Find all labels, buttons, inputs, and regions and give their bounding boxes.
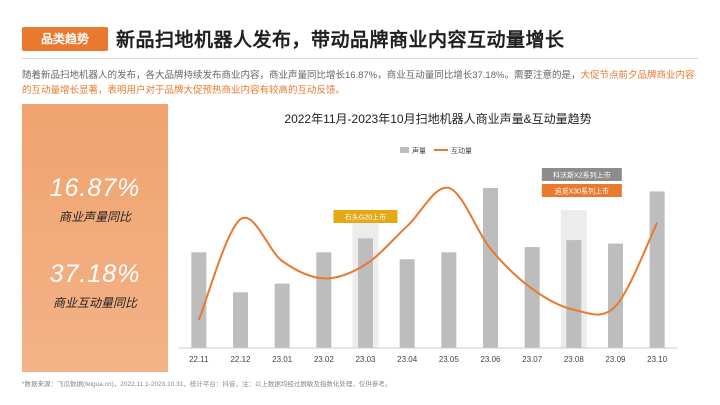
kpi-value-volume: 16.87% bbox=[49, 174, 141, 202]
x-tick-label: 23.01 bbox=[272, 355, 293, 364]
kpi-label-volume: 商业声量同比 bbox=[58, 210, 131, 224]
x-tick-label: 22.11 bbox=[189, 355, 209, 364]
bar bbox=[316, 252, 332, 348]
bar bbox=[441, 252, 457, 348]
bar bbox=[399, 259, 415, 348]
bar bbox=[274, 283, 290, 348]
legend-label-volume: 声量 bbox=[412, 146, 426, 155]
x-tick-label: 23.05 bbox=[439, 355, 460, 364]
x-tick-label: 23.09 bbox=[605, 355, 626, 364]
x-tick-label: 23.04 bbox=[397, 355, 418, 364]
intro-highlight: 大促节点前夕品牌商业内容的互动量增长显著，表明用户对于品牌大促预热商业内容有较高… bbox=[22, 70, 695, 96]
trend-chart: 2022年11月-2023年10月扫地机器人商业声量&互动量趋势 22.11 22… bbox=[178, 104, 698, 376]
data-source-footnote: *数据来源：飞瓜数据(feigua.cn)，2022.11.1-2023.10.… bbox=[22, 381, 392, 388]
kpi-label-interaction: 商业互动量同比 bbox=[52, 296, 137, 310]
bar bbox=[608, 243, 623, 348]
page-title: 新品扫地机器人发布，带动品牌商业内容互动量增长 bbox=[116, 30, 565, 51]
header-bar: 品类趋势 新品扫地机器人发布，带动品牌商业内容互动量增长 bbox=[0, 0, 720, 58]
annotation-label: 科沃斯X2系列上市 bbox=[553, 171, 611, 180]
annotation-label: 石头G20上市 bbox=[345, 213, 386, 222]
x-tick-label: 23.03 bbox=[355, 355, 376, 364]
title-divider bbox=[22, 58, 698, 59]
bar bbox=[483, 187, 498, 348]
bar bbox=[649, 191, 665, 348]
interaction-line bbox=[197, 186, 659, 321]
legend-swatch-volume bbox=[400, 147, 409, 153]
annotation-box bbox=[333, 210, 398, 223]
bar bbox=[191, 252, 207, 348]
x-tick-label: 23.02 bbox=[314, 355, 335, 364]
x-tick-label: 22.12 bbox=[230, 355, 251, 364]
kpi-value-interaction: 37.18% bbox=[49, 260, 141, 288]
legend-label-interaction: 互动量 bbox=[451, 146, 472, 155]
annotation-label: 追觅X30系列上市 bbox=[555, 187, 609, 196]
bar bbox=[233, 292, 248, 348]
annotation-box bbox=[541, 184, 622, 197]
x-tick-label: 23.07 bbox=[522, 355, 543, 364]
bar bbox=[524, 247, 540, 348]
x-tick-label: 23.08 bbox=[564, 355, 585, 364]
x-tick-label: 23.06 bbox=[480, 355, 501, 364]
bar bbox=[358, 238, 373, 348]
chart-canvas: 22.11 22.12 23.01 23.02 23.03 23.04 23.05 23.06… bbox=[178, 146, 678, 364]
kpi-panel: 16.87% 商业声量同比 37.18% 商业互动量同比 bbox=[22, 104, 168, 372]
intro-paragraph: 随着新品扫地机器人的发布，各大品牌持续发布商业内容，商业声量同比增长16.87%… bbox=[22, 68, 700, 98]
chart-title: 2022年11月-2023年10月扫地机器人商业声量&互动量趋势 bbox=[284, 112, 592, 126]
intro-text: 随着新品扫地机器人的发布，各大品牌持续发布商业内容，商业声量同比增长16.87%… bbox=[22, 70, 581, 81]
x-tick-label: 23.10 bbox=[647, 355, 668, 364]
category-tag: 品类趋势 bbox=[22, 27, 108, 51]
bar bbox=[566, 240, 582, 348]
annotation-box bbox=[541, 168, 622, 181]
